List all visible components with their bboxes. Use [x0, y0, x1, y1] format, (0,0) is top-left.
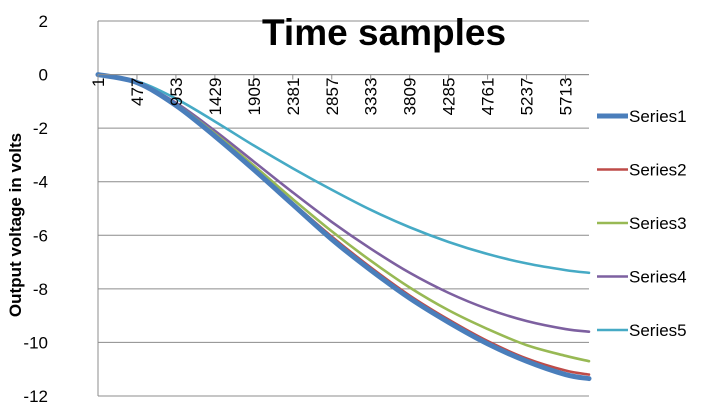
- y-tick-label: -12: [23, 387, 48, 403]
- chart-title: Time samples: [262, 12, 506, 53]
- series-line-series2: [96, 73, 591, 376]
- x-tick-label: 1: [89, 78, 108, 87]
- series-line-series1: [95, 72, 592, 382]
- legend-item: Series3: [597, 214, 687, 233]
- legend-item: Series2: [597, 161, 687, 180]
- y-axis: 2 0 -2 -4 -6 -8 -10 -12: [23, 12, 99, 403]
- x-tick-label: 2857: [323, 78, 342, 116]
- legend-item: Series5: [597, 321, 687, 340]
- legend-label: Series2: [629, 161, 687, 180]
- x-tick-label: 2381: [284, 78, 303, 116]
- x-tick-label: 5713: [557, 78, 576, 116]
- x-tick-label: 953: [167, 78, 186, 106]
- legend-item: Series4: [597, 268, 687, 287]
- x-tick-label: 1905: [245, 78, 264, 116]
- y-tick-label: -4: [33, 173, 48, 192]
- legend-item: Series1: [597, 107, 687, 126]
- x-tick-label: 3333: [362, 78, 381, 116]
- y-tick-label: -10: [23, 333, 48, 352]
- y-tick-label: -8: [33, 280, 48, 299]
- legend-label: Series3: [629, 214, 687, 233]
- series-lines: [95, 72, 592, 382]
- x-tick-label: 4285: [440, 78, 459, 116]
- legend-label: Series1: [629, 107, 687, 126]
- x-tick-label: 477: [128, 78, 147, 106]
- legend-label: Series4: [629, 268, 687, 287]
- x-tick-label: 3809: [401, 78, 420, 116]
- y-tick-label: -2: [33, 119, 48, 138]
- x-tick-label: 5237: [518, 78, 537, 116]
- legend: Series1 Series2 Series3 Series4 Series5: [597, 107, 687, 340]
- x-axis: 1 477 953 1429 1905 2381 2857 3333 3809 4285 4761 5…: [89, 74, 589, 116]
- y-tick-label: -6: [33, 226, 48, 245]
- series-line-series4: [96, 73, 591, 334]
- legend-label: Series5: [629, 321, 687, 340]
- x-tick-label: 1429: [206, 78, 225, 116]
- y-tick-label: 2: [39, 12, 48, 31]
- series-line-series5: [96, 73, 591, 275]
- y-tick-label: 0: [39, 66, 48, 85]
- x-tick-label: 4761: [479, 78, 498, 116]
- y-axis-title: Output voltage in volts: [6, 133, 25, 317]
